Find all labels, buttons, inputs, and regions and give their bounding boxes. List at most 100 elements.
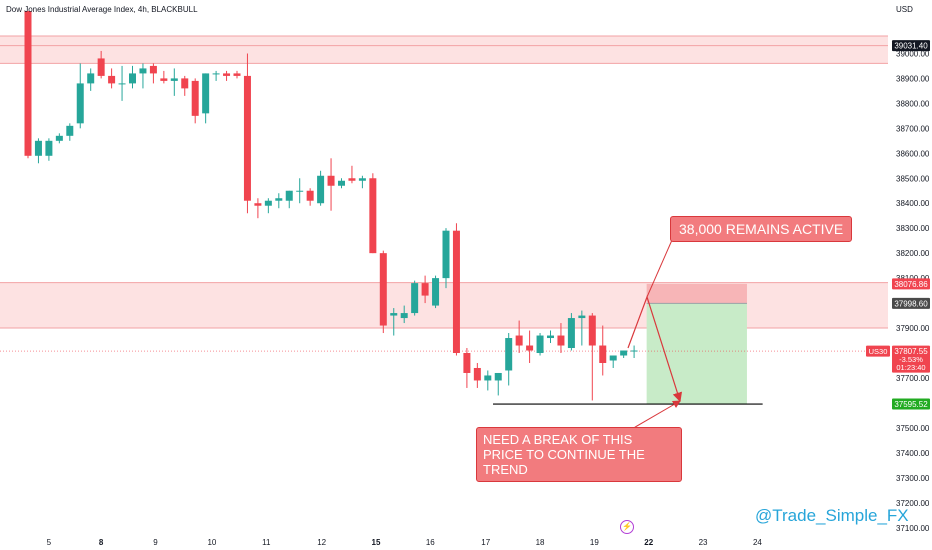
lightning-icon[interactable]: ⚡ [620,520,634,534]
annotation-38000[interactable]: 38,000 REMAINS ACTIVE [670,216,853,242]
candle-body [317,175,325,204]
x-tick-label: 16 [426,538,435,547]
y-tick-label: 38800.00 [896,99,930,108]
candle-body [358,178,366,181]
candle [442,228,450,289]
candle [432,275,440,309]
candle [243,53,251,214]
zones-layer [0,35,888,329]
chart-title: Dow Jones Industrial Average Index, 4h, … [6,5,198,14]
candle [411,280,419,316]
candle [484,370,492,391]
candle [390,308,398,336]
candle-body [243,75,251,201]
time-axis: 5 8 9 10 11 12 15 16 17 18 19 22 23 24 [47,538,763,547]
annotation-break-price[interactable]: NEED A BREAK OF THIS PRICE TO CONTINUE T… [476,427,682,482]
candle-body [285,190,293,201]
price-badge-bg [892,398,930,410]
candle [264,198,272,214]
candle-body [526,345,534,351]
y-tick-label: 37300.00 [896,474,930,483]
price-axis: 39000.00 38900.00 38800.00 38700.00 38600.00… [888,0,932,550]
candle-body [463,353,471,373]
x-tick-label: 10 [207,538,216,547]
candle [463,348,471,388]
candle [139,63,147,89]
candle [452,223,460,356]
y-tick-label: 37400.00 [896,449,930,458]
candle-body [348,178,356,181]
price-badge-bg [892,40,930,52]
candle-body [212,73,220,75]
price-badge: 38076.86 [892,278,930,290]
price-badge: 37595.52 [892,398,930,410]
candle-body [557,335,565,346]
candle-body [578,315,586,319]
candle-body [630,350,638,352]
candle-body [87,73,95,84]
watermark-handle: @Trade_Simple_FX [755,506,909,525]
y-tick-label: 37100.00 [896,524,930,533]
candle [578,310,586,346]
candle-body [421,283,429,296]
price-badge-text: 37998.60 [894,299,928,308]
candle [338,178,345,189]
lines-layer [0,45,888,405]
candle-body [139,68,147,74]
x-tick-label: 11 [262,538,271,547]
x-tick-label: 23 [699,538,708,547]
candle-body [379,253,387,326]
price-badge: 39031.40 [892,40,930,52]
x-tick-label: 18 [536,538,545,547]
candle-body [97,58,105,76]
stop-loss-zone [646,283,747,304]
candle [97,50,105,79]
candle-body [327,175,335,186]
candle-body [129,73,136,84]
current-price-badge: US30 37807.55-3.53%01:23:40 [866,345,930,373]
candle-body [149,65,157,74]
x-tick-label: 5 [47,538,52,547]
candle [515,320,523,354]
resistance-zone [0,35,888,64]
candle-body [45,140,53,156]
x-tick-label: 19 [590,538,599,547]
candle [473,362,481,388]
candle [76,63,84,129]
price-badge-bg [892,297,930,309]
support-zone [0,282,888,329]
x-tick-label: 9 [153,538,158,547]
position-layer [646,283,747,405]
candle-body [609,355,617,361]
candle [400,305,408,324]
annotation-arrow-top [646,239,673,298]
candle [191,78,199,124]
y-tick-label: 38300.00 [896,224,930,233]
candle-body [547,335,554,339]
candle-body [76,83,84,124]
candle [494,372,502,396]
candle-body [34,140,42,156]
candle-body [432,278,440,306]
candle [275,193,283,209]
take-profit-zone [646,303,747,405]
current-price-bg [892,345,930,373]
candle [202,73,210,124]
y-tick-label: 37900.00 [896,324,930,333]
candle-body [588,315,596,346]
candle-body [411,283,419,314]
y-tick-label: 37500.00 [896,424,930,433]
x-tick-label: 24 [753,538,762,547]
candle-body [484,375,492,381]
candle [55,133,63,144]
candle [170,68,178,96]
candle-body [505,338,513,371]
candle [620,350,628,358]
x-tick-label: 8 [99,538,104,547]
price-badge: 37998.60 [892,297,930,309]
candle [327,158,335,211]
candle [348,165,356,184]
candle [160,70,168,84]
candle [233,70,241,79]
